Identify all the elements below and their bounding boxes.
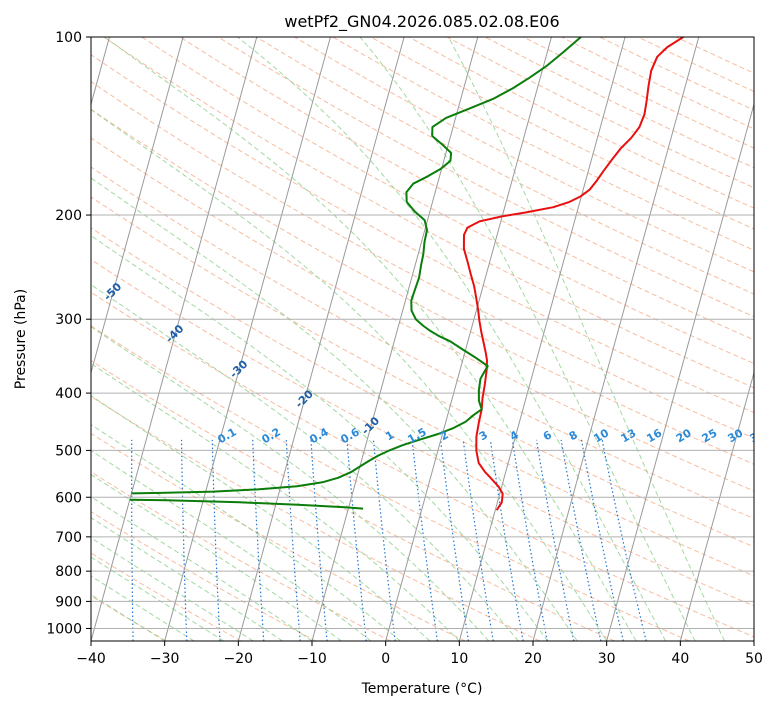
dry-adiabat-line bbox=[91, 166, 754, 520]
mixing-ratio-line bbox=[580, 439, 624, 641]
axes: −40 −30 −20 −10 0 10 20 30 40 50 1000 900 800 700 600 5… bbox=[46, 30, 763, 667]
y-tick-label: 600 bbox=[55, 490, 82, 506]
x-tick-label: 40 bbox=[671, 651, 689, 667]
mixing-ratio-line bbox=[601, 439, 647, 641]
x-tick-label: −20 bbox=[224, 651, 254, 667]
mixing-ratio-line bbox=[346, 439, 367, 641]
dry-adiabat-line bbox=[91, 137, 754, 492]
x-tick-label: 50 bbox=[745, 651, 763, 667]
chart-title: wetPf2_GN04.2026.085.02.08.E06 bbox=[284, 12, 559, 32]
moist-adiabat-line bbox=[448, 37, 725, 641]
moist-adiabat-line bbox=[91, 108, 608, 641]
dry-adiabat-line bbox=[91, 196, 754, 548]
x-tick-label: −10 bbox=[297, 651, 327, 667]
y-tick-label: 100 bbox=[55, 30, 82, 46]
mixing-ratio-line bbox=[180, 439, 188, 641]
mixing-ratio-line bbox=[310, 439, 328, 641]
mixing-ratio-line bbox=[440, 439, 470, 641]
isotherm-line bbox=[532, 37, 700, 641]
profile-series-line-2 bbox=[131, 37, 582, 495]
y-tick-label: 200 bbox=[55, 208, 82, 224]
y-tick-label: 500 bbox=[55, 443, 82, 459]
moist-adiabat-line bbox=[91, 575, 195, 641]
isotherm-line bbox=[311, 37, 479, 641]
x-axis-label: Temperature (°C) bbox=[361, 681, 483, 697]
y-axis-label: Pressure (hPa) bbox=[13, 289, 29, 389]
x-tick-label: 20 bbox=[524, 651, 542, 667]
profile-series-line-1 bbox=[129, 498, 364, 510]
profile-lines bbox=[129, 37, 684, 511]
dry-adiabat-line bbox=[256, 37, 754, 295]
x-tick-label: 10 bbox=[450, 651, 468, 667]
x-tick-label: −40 bbox=[76, 651, 106, 667]
moist-adiabat-line bbox=[91, 473, 342, 641]
dry-adiabat-line bbox=[91, 108, 754, 465]
moist-adiabat-line bbox=[91, 235, 549, 641]
dry-adiabat-line bbox=[91, 552, 242, 641]
isotherm-line bbox=[606, 102, 754, 641]
dry-adiabat-line bbox=[91, 81, 754, 439]
moist-adiabat-line bbox=[91, 423, 401, 641]
isotherm-line bbox=[91, 37, 258, 641]
mixing-ratio-line bbox=[462, 439, 494, 641]
isotherm-line bbox=[237, 37, 405, 641]
moist-adiabat-line bbox=[359, 37, 696, 641]
x-tick-label: 30 bbox=[598, 651, 616, 667]
moist-adiabat-line bbox=[104, 37, 637, 641]
y-tick-label: 800 bbox=[55, 564, 82, 580]
isotherm-line bbox=[91, 37, 184, 375]
moist-adiabat-line bbox=[91, 556, 224, 641]
mixing-ratio-line bbox=[411, 439, 438, 641]
mixing-ratio-line bbox=[560, 439, 602, 641]
isotherm-line bbox=[385, 37, 552, 641]
dry-adiabat-line bbox=[217, 37, 754, 318]
isotherm-line bbox=[679, 370, 754, 641]
isotherm-line bbox=[164, 37, 331, 641]
isotherm-line bbox=[458, 37, 626, 641]
mixing-ratio-line bbox=[535, 439, 575, 641]
y-tick-label: 1000 bbox=[46, 621, 82, 637]
y-tick-label: 700 bbox=[55, 530, 82, 546]
moist-adiabat-line bbox=[91, 496, 313, 641]
mixing-ratio-line bbox=[252, 439, 265, 641]
mixing-ratio-line bbox=[285, 439, 301, 641]
dry-adiabat-line bbox=[91, 395, 541, 641]
x-tick-label: −30 bbox=[150, 651, 180, 667]
line-label: 36 bbox=[748, 426, 768, 445]
plot-frame bbox=[90, 36, 755, 642]
mixing-ratio-line bbox=[511, 439, 548, 641]
moist-adiabat-line bbox=[91, 284, 519, 641]
profile-series-line-0 bbox=[462, 37, 684, 511]
dry-adiabat-line bbox=[179, 37, 754, 341]
y-tick-label: 900 bbox=[55, 594, 82, 610]
mixing-ratio-line bbox=[211, 439, 221, 641]
dry-adiabat-line bbox=[91, 595, 167, 641]
mixing-ratio-line bbox=[131, 439, 134, 641]
y-tick-label: 300 bbox=[55, 312, 82, 328]
dry-adiabat-line bbox=[91, 471, 391, 641]
moist-adiabat-line bbox=[91, 449, 372, 641]
dry-adiabat-line bbox=[141, 37, 754, 365]
y-tick-label: 400 bbox=[55, 386, 82, 402]
moist-adiabat-line bbox=[91, 594, 165, 641]
moist-adiabat-line bbox=[91, 177, 578, 641]
dry-adiabat-line bbox=[91, 258, 754, 607]
x-tick-label: 0 bbox=[381, 651, 390, 667]
